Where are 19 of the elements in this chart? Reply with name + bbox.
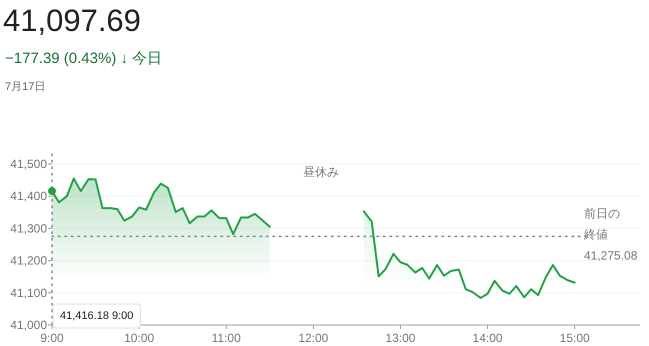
ref-line-label: 前日の終値 41,275.08 <box>583 206 638 262</box>
y-tick-label: 41,300 <box>10 221 48 236</box>
y-tick-label: 41,100 <box>10 286 48 300</box>
annotation: 41,416.18 9:00 <box>60 310 134 322</box>
x-tick-label: 9:00 <box>40 331 64 345</box>
y-tick-label: 41,400 <box>10 189 48 204</box>
x-tick-label: 12:00 <box>298 331 329 345</box>
annotation: 昼休み <box>303 165 339 179</box>
x-tick-label: 13:00 <box>385 331 416 345</box>
x-tick-label: 10:00 <box>124 331 154 345</box>
y-tick-label: 41,200 <box>10 254 48 268</box>
x-tick-label: 15:00 <box>560 331 590 345</box>
chart-subtitle: −177.39 (0.43%) ↓ 今日 <box>5 50 162 67</box>
chart-title: 41,097.69 <box>3 3 141 38</box>
y-tick-label: 41,000 <box>10 318 48 332</box>
x-tick-label: 11:00 <box>212 331 242 345</box>
x-tick-label: 14:00 <box>472 331 503 345</box>
y-tick-label: 41,500 <box>10 157 48 171</box>
text: 7月17日 <box>5 81 46 93</box>
